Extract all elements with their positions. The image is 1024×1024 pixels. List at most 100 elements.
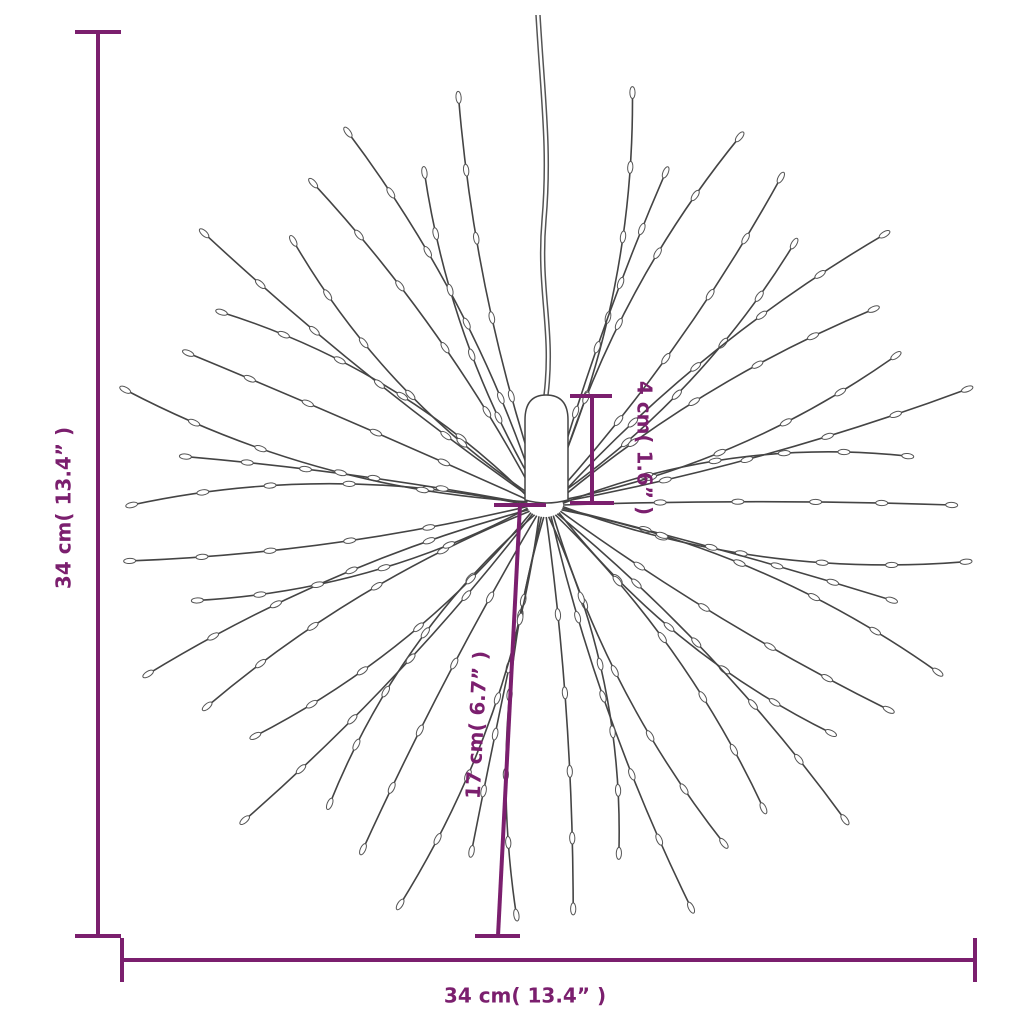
led <box>462 163 470 177</box>
led <box>198 228 210 239</box>
led <box>423 246 433 258</box>
led <box>254 279 266 289</box>
led <box>779 418 792 427</box>
led <box>440 341 450 354</box>
led <box>288 234 298 247</box>
led <box>627 160 634 174</box>
led <box>932 667 944 677</box>
wire <box>554 177 782 496</box>
led <box>808 593 820 602</box>
led <box>354 229 364 241</box>
led <box>207 632 220 641</box>
led <box>614 783 622 797</box>
led <box>243 374 256 383</box>
led <box>777 450 791 457</box>
wire <box>347 131 538 495</box>
led <box>343 537 357 544</box>
led <box>789 237 799 250</box>
wire <box>561 354 897 502</box>
led <box>413 622 424 633</box>
led <box>342 480 356 487</box>
led <box>309 325 320 336</box>
led <box>755 310 768 320</box>
led <box>705 288 715 301</box>
led <box>616 276 625 290</box>
led <box>869 626 882 636</box>
led <box>698 691 708 703</box>
led <box>395 898 405 911</box>
led <box>308 177 319 189</box>
led <box>640 472 654 479</box>
led <box>661 166 670 179</box>
led <box>465 574 476 585</box>
led <box>359 843 367 856</box>
dimension-line <box>496 504 522 937</box>
led <box>513 908 520 922</box>
led <box>405 389 416 401</box>
led <box>821 432 834 440</box>
led <box>574 610 582 624</box>
led <box>821 674 834 683</box>
height-label: 34 cm( 13.4” ) <box>52 427 76 589</box>
led <box>472 231 480 245</box>
led <box>369 428 383 437</box>
led <box>253 591 267 598</box>
led <box>885 596 898 604</box>
led <box>679 783 689 795</box>
led <box>713 448 726 457</box>
led <box>719 837 729 849</box>
led <box>764 642 776 651</box>
led <box>415 724 424 737</box>
cap <box>524 394 569 504</box>
led <box>416 486 429 494</box>
led <box>119 385 132 394</box>
led <box>356 666 369 676</box>
led <box>776 171 785 184</box>
wire <box>131 482 528 506</box>
led <box>751 360 764 369</box>
led <box>748 699 758 710</box>
led <box>461 590 472 602</box>
cable <box>539 14 552 396</box>
wire <box>562 507 892 601</box>
height-dimension: 34 cm( 13.4” ) <box>52 30 121 938</box>
width-dimension: 34 cm( 13.4” ) <box>120 938 977 1008</box>
led <box>655 531 669 539</box>
led <box>269 600 282 609</box>
led <box>387 781 396 794</box>
led <box>456 437 468 448</box>
wire <box>505 516 545 916</box>
led <box>614 317 623 330</box>
led <box>889 410 902 419</box>
led <box>690 362 702 372</box>
led <box>381 685 391 698</box>
wire <box>558 233 885 498</box>
led <box>593 340 601 354</box>
led <box>455 90 462 104</box>
led <box>731 498 745 505</box>
led <box>657 631 667 644</box>
cable <box>535 14 548 396</box>
led <box>596 657 604 671</box>
led <box>485 591 495 604</box>
led <box>653 247 662 260</box>
led <box>663 622 675 632</box>
led <box>610 665 619 678</box>
led <box>377 564 391 572</box>
led <box>505 836 512 850</box>
led <box>613 415 624 427</box>
led <box>494 411 503 424</box>
led <box>708 457 722 465</box>
led <box>395 280 405 292</box>
led <box>631 578 642 589</box>
led <box>561 686 569 700</box>
wire <box>203 232 532 499</box>
led <box>691 637 702 648</box>
led <box>334 469 347 477</box>
wire <box>187 352 529 501</box>
led <box>875 499 889 507</box>
led <box>420 627 430 639</box>
led <box>299 465 313 473</box>
led <box>125 501 139 509</box>
